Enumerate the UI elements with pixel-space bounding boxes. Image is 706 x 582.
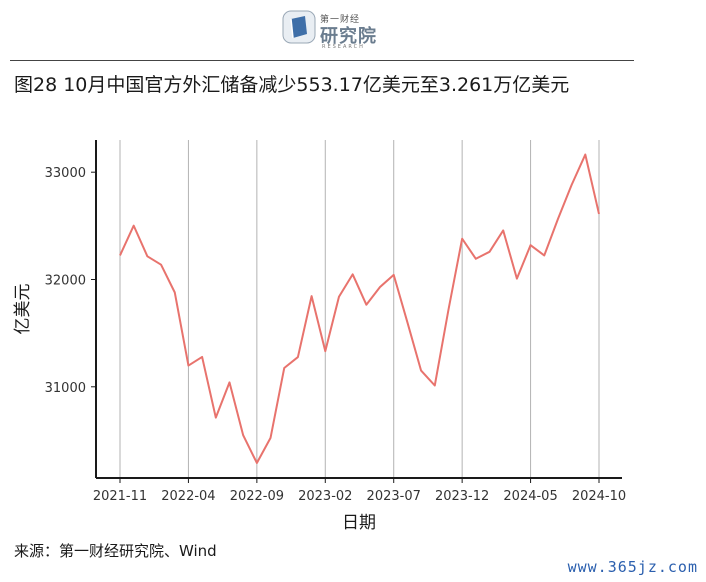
- x-tick-label: 2023-12: [435, 489, 489, 504]
- y-tick-label: 31000: [45, 381, 86, 396]
- x-axis-label: 日期: [342, 513, 376, 533]
- logo-sub-text: RESEARCH: [322, 44, 365, 50]
- logo-book-icon: [282, 10, 316, 44]
- logo-main-text: 研究院: [320, 26, 377, 47]
- logo: 第一财经 研究院 RESEARCH: [282, 8, 392, 52]
- logo-top-text: 第一财经: [320, 15, 361, 25]
- x-tick-label: 2023-02: [298, 489, 352, 504]
- x-tick-label: 2023-07: [367, 489, 421, 504]
- y-tick-label: 33000: [45, 166, 86, 181]
- series-line: [119, 153, 600, 464]
- x-tick-label: 2021-11: [93, 489, 147, 504]
- y-axis-label: 亿美元: [13, 284, 33, 335]
- x-tick-label: 2024-05: [503, 489, 557, 504]
- x-tick-label: 2022-04: [161, 489, 215, 504]
- source-note: 来源：第一财经研究院、Wind: [14, 542, 217, 560]
- watermark: www.365jz.com: [567, 558, 698, 576]
- x-tick-label: 2022-09: [230, 489, 284, 504]
- line-chart: 2021-11 2022-04 2022-09 2023-02 2023-07 2023-…: [13, 140, 626, 533]
- x-tick-label: 2024-10: [572, 489, 626, 504]
- header-divider: [10, 60, 634, 61]
- figure-title: 图28 10月中国官方外汇储备减少553.17亿美元至3.261万亿美元: [14, 74, 570, 96]
- y-tick-label: 32000: [45, 273, 86, 288]
